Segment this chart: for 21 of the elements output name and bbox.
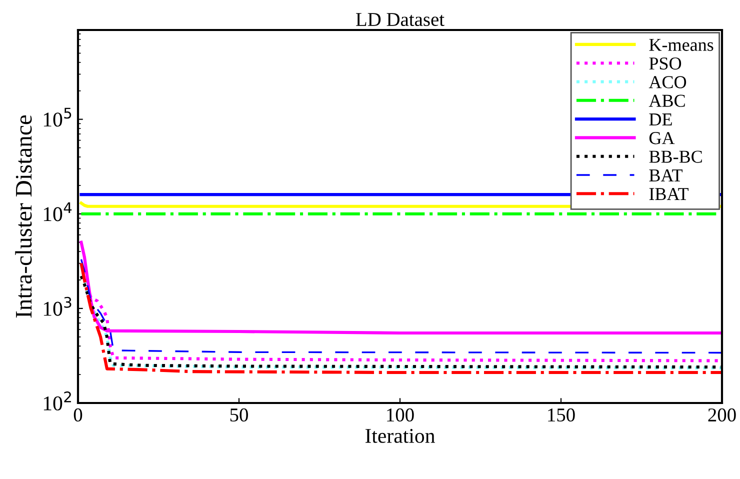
x-tick-label: 50 (230, 408, 248, 422)
legend-label: BAT (649, 169, 682, 182)
y-tick-label: 10$^{4}$ (44, 202, 72, 222)
x-tick-label: 200 (708, 408, 736, 422)
legend-label: ABC (648, 94, 685, 107)
legend-label: ACO (648, 76, 686, 88)
legend-label: IBAT (649, 188, 689, 200)
y-axis-title: Intra-cluster Distance (15, 115, 32, 318)
legend-label: GA (649, 132, 675, 144)
y-tick-label: 10$^{3}$ (44, 296, 72, 316)
y-tick-label: 10$^{2}$ (44, 391, 71, 410)
legend-label: BB-BC (649, 150, 702, 163)
x-axis-title: Iteration (365, 428, 435, 443)
x-tick-label: 100 (387, 408, 414, 422)
x-tick-label: 150 (548, 408, 575, 422)
chart-title: LD Dataset (356, 13, 444, 26)
x-tick-label: 0 (74, 408, 82, 422)
legend-label: K-means (649, 38, 714, 51)
legend-label: PSO (649, 57, 682, 70)
y-tick-label: 10$^{5}$ (44, 108, 72, 127)
legend-label: DE (649, 114, 672, 126)
